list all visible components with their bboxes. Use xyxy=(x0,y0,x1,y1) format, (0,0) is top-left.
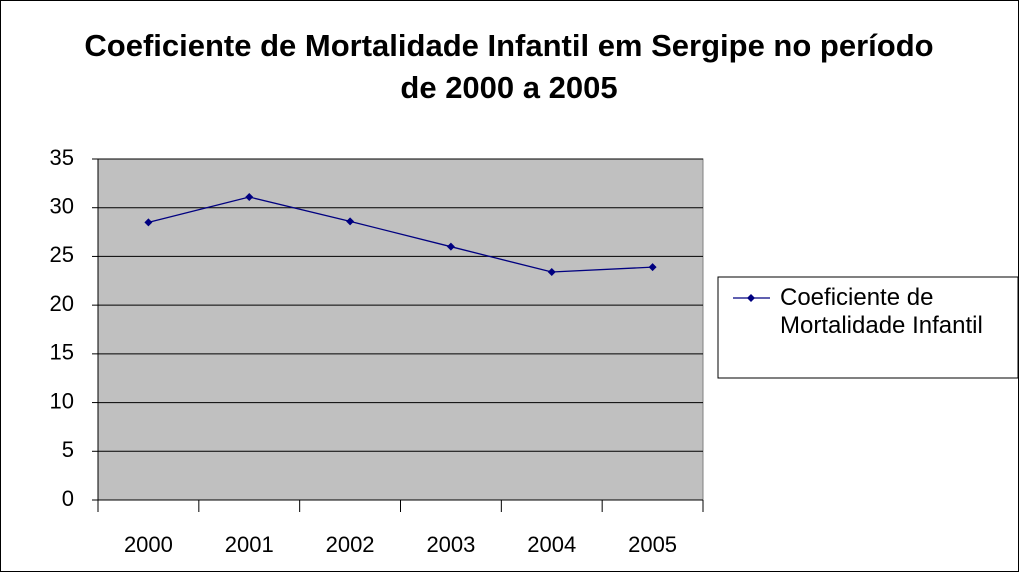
x-tick-label: 2001 xyxy=(225,532,274,557)
data-point xyxy=(547,268,556,277)
y-tick-label: 15 xyxy=(50,340,74,365)
data-point xyxy=(144,218,153,227)
y-tick-label: 35 xyxy=(50,145,74,170)
x-tick-label: 2005 xyxy=(628,532,677,557)
y-tick-label: 5 xyxy=(62,437,74,462)
y-tick-label: 20 xyxy=(50,291,74,316)
data-point xyxy=(648,263,657,272)
chart-title: Coeficiente de Mortalidade Infantil em S… xyxy=(84,28,934,105)
x-tick-label: 2000 xyxy=(124,532,173,557)
data-point xyxy=(245,192,254,201)
legend-marker xyxy=(747,294,755,302)
x-tick-label: 2002 xyxy=(326,532,375,557)
y-tick-label: 25 xyxy=(50,242,74,267)
series-line xyxy=(148,196,653,273)
data-point xyxy=(446,242,455,251)
y-tick-label: 0 xyxy=(62,486,74,511)
legend-label: Coeficiente de Mortalidade Infantil xyxy=(780,284,983,339)
x-tick-label: 2004 xyxy=(527,532,576,557)
x-tick-label: 2003 xyxy=(426,532,475,557)
plot-area xyxy=(97,158,704,501)
legend-box xyxy=(717,276,1019,379)
y-tick-label: 10 xyxy=(50,388,74,413)
y-tick-label: 30 xyxy=(50,194,74,219)
data-point xyxy=(346,217,355,226)
